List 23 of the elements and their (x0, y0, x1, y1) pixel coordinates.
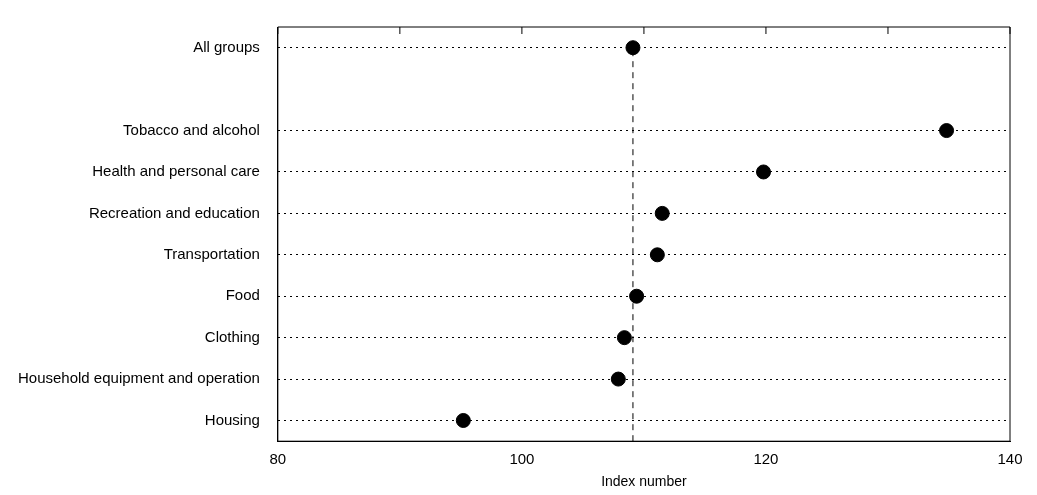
y-tick-label: Household equipment and operation (17, 369, 260, 387)
point (625, 40, 641, 56)
y-tick-label: Food (225, 286, 260, 304)
point (455, 412, 471, 428)
point (654, 205, 670, 221)
point (756, 164, 772, 180)
y-tick-label: Housing (204, 410, 260, 428)
x-tick-label: 80 (269, 450, 287, 468)
point (939, 123, 955, 139)
y-tick-label: All groups (193, 37, 260, 55)
point (649, 247, 665, 263)
point (616, 330, 632, 346)
point (629, 288, 645, 304)
x-tick-label: 140 (997, 450, 1023, 468)
x-axis-title: Index number (601, 473, 688, 490)
y-tick-label: Health and personal care (92, 162, 260, 180)
x-tick-label: 100 (509, 450, 535, 468)
y-tick-label: Recreation and education (88, 203, 260, 221)
y-tick-label: Tobacco and alcohol (123, 120, 260, 138)
point (610, 371, 626, 387)
y-tick-label: Transportation (163, 244, 260, 262)
y-tick-label: Clothing (204, 327, 260, 345)
x-tick-label: 120 (753, 450, 779, 468)
